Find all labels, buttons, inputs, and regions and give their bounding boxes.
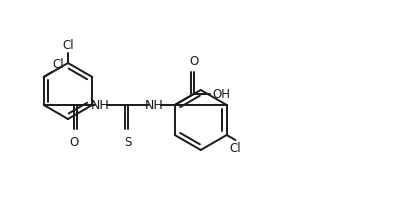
Text: OH: OH [213,88,231,101]
Text: O: O [69,136,78,149]
Text: Cl: Cl [229,142,241,155]
Text: NH: NH [90,98,109,111]
Text: O: O [189,55,198,68]
Text: NH: NH [144,98,163,111]
Text: S: S [124,136,131,149]
Text: Cl: Cl [53,58,64,71]
Text: Cl: Cl [62,39,74,52]
